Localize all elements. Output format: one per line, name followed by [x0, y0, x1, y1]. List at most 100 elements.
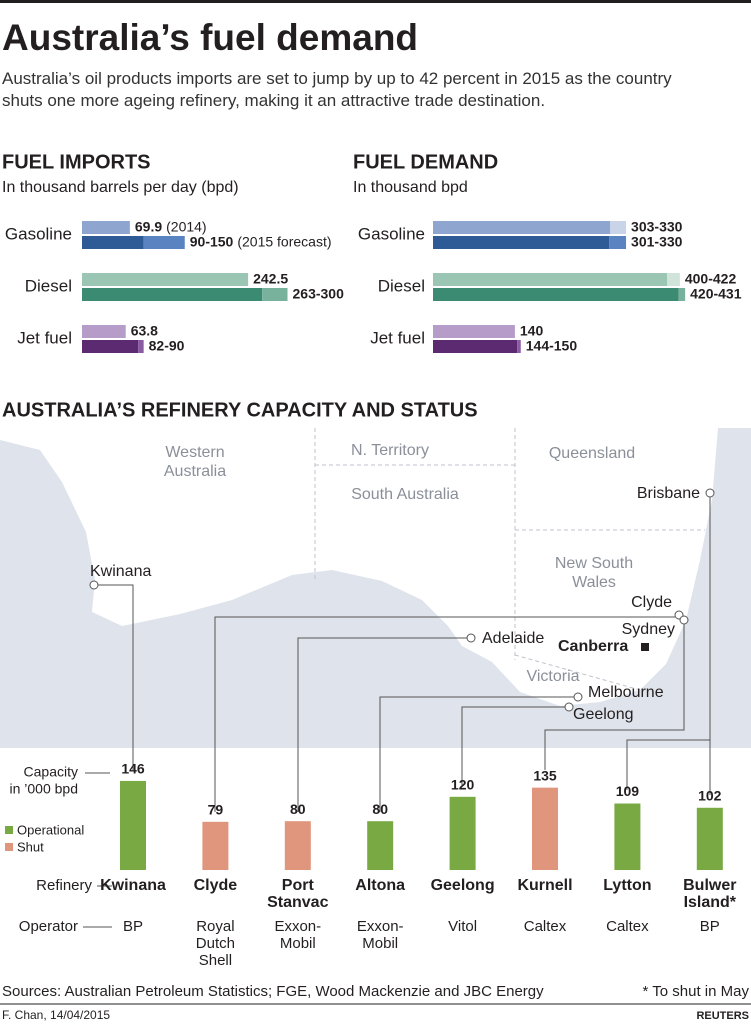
category-label: Gasoline [358, 224, 425, 243]
bar [433, 288, 679, 301]
capital-marker [641, 643, 649, 651]
range-bar [609, 236, 627, 249]
state-borders [314, 428, 705, 691]
operator-name: Exxon- [357, 918, 404, 935]
legend-label: Operational [17, 822, 84, 837]
value-label: 109 [616, 783, 640, 799]
refinery-name: Port [282, 877, 315, 894]
value-label: 82-90 [149, 338, 185, 354]
bar [433, 273, 667, 286]
city-label: Clyde [631, 594, 672, 611]
panel-subtitle: In thousand barrels per day (bpd) [2, 179, 239, 196]
region-label: Queensland [549, 445, 635, 462]
refinery-name: Bulwer [683, 877, 736, 894]
value-label: 301-330 [631, 234, 683, 250]
bar [82, 325, 126, 338]
refinery-name: Stanvac [267, 894, 328, 911]
bar [433, 325, 515, 338]
section-title: AUSTRALIA’S REFINERY CAPACITY AND STATUS [2, 399, 478, 421]
city-label: Brisbane [637, 485, 700, 502]
operator-name: Mobil [280, 935, 316, 952]
operator-name: BP [700, 918, 720, 935]
legend-swatch [5, 826, 13, 834]
top-rule [0, 0, 751, 3]
value-label: 120 [451, 777, 475, 793]
region-label: Wales [572, 574, 616, 591]
bar [82, 236, 144, 249]
panel-title: FUEL IMPORTS [2, 151, 151, 173]
range-bar [517, 340, 521, 353]
row-label: Refinery [36, 877, 92, 894]
operator-name: BP [123, 918, 143, 935]
bar [82, 221, 130, 234]
value-label: 400-422 [685, 271, 737, 287]
title: Australia’s fuel demand [2, 17, 418, 58]
value-label: 420-431 [690, 286, 742, 302]
operator-name: Mobil [362, 935, 398, 952]
bar [367, 821, 394, 870]
operator-name: Caltex [606, 918, 649, 935]
operator-name: Royal [196, 918, 234, 935]
refinery-name: Kurnell [517, 877, 572, 894]
bar [82, 288, 263, 301]
operator-name: Dutch [196, 935, 235, 952]
range-bar [138, 340, 144, 353]
value-label: 102 [698, 787, 722, 803]
bar [433, 340, 518, 353]
bar [532, 787, 558, 870]
city-label: Sydney [622, 621, 675, 638]
bar [449, 796, 476, 870]
category-label: Jet fuel [17, 328, 72, 347]
city-label: Geelong [573, 706, 634, 723]
operator-name: Vitol [448, 918, 477, 935]
row-label: Operator [19, 918, 78, 935]
city-dots [89, 488, 715, 712]
operator-name: Shell [199, 952, 232, 969]
bar [202, 821, 229, 870]
credit: F. Chan, 14/04/2015 [2, 1008, 110, 1022]
value-label: 135 [533, 767, 557, 783]
value-label: 140 [520, 323, 544, 339]
value-label: 63.8 [131, 323, 158, 339]
footnote: * To shut in May [643, 983, 750, 1000]
range-bar [610, 221, 627, 234]
region-label: Victoria [526, 668, 579, 685]
value-label: 90-150 [190, 234, 234, 250]
bar [82, 273, 249, 286]
value-label: 80 [290, 801, 306, 817]
value-label: 144-150 [526, 338, 578, 354]
bar [433, 236, 610, 249]
panel-subtitle: In thousand bpd [353, 179, 468, 196]
category-label: Jet fuel [370, 328, 425, 347]
city-label: Kwinana [90, 563, 151, 580]
y-label: Capacity [24, 764, 78, 780]
value-label: 242.5 [253, 271, 288, 287]
operator-name: Caltex [524, 918, 567, 935]
bar [614, 803, 641, 870]
series-name: (2014) [166, 219, 206, 235]
refinery-name: Altona [355, 877, 405, 894]
legend-swatch [5, 843, 13, 851]
bar [284, 821, 311, 870]
range-bar [678, 288, 686, 301]
refinery-name: Island* [684, 894, 737, 911]
value-label: 263-300 [293, 286, 345, 302]
panel-title: FUEL DEMAND [353, 151, 498, 173]
value-label: 303-330 [631, 219, 683, 235]
land [0, 428, 718, 706]
y-label: in ’000 bpd [9, 781, 78, 797]
brand: REUTERS [696, 1010, 749, 1022]
refinery-name: Kwinana [100, 877, 166, 894]
operator-name: Exxon- [274, 918, 321, 935]
category-label: Gasoline [5, 224, 72, 243]
category-label: Diesel [378, 276, 425, 295]
map [0, 428, 751, 812]
bar [120, 780, 146, 870]
region-label: New South [555, 555, 633, 572]
bar [82, 340, 139, 353]
series-name: (2015 forecast) [237, 234, 331, 250]
bar [433, 221, 611, 234]
region-label: Western [165, 444, 224, 461]
refinery-name: Lytton [603, 877, 651, 894]
